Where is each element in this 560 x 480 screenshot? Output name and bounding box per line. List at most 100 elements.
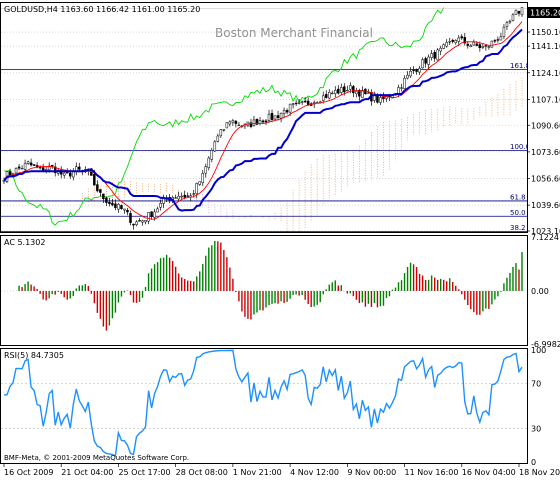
candle-body [249,122,253,127]
candle-body [204,166,208,174]
candle-body [291,103,295,105]
rsi-axis-label: 0 [531,458,536,467]
candle-body [225,122,229,129]
candle-body [23,163,27,170]
rsi-plot [1,349,527,457]
candle-body [448,41,451,43]
candle-body [96,184,99,192]
rsi-line [4,349,523,457]
candle-body [493,40,497,42]
candle-body [264,120,268,123]
candle-body [403,78,406,89]
rsi-header: RSI(5) 84.7305 [4,351,64,360]
candle-body [234,120,238,124]
candle-body [463,37,467,44]
lagging-span-line [3,7,445,226]
candle-body [288,103,292,113]
kijun-line [3,28,523,212]
candle-body [343,86,346,93]
candle-body [505,22,509,27]
candle-body [481,46,485,48]
time-axis-label: 9 Nov 00:00 [347,468,396,477]
candle-body [26,161,30,164]
rsi-axis-label: 70 [531,380,541,389]
candle-body [409,71,412,77]
candle-body [433,51,436,59]
candle-body [282,110,286,114]
candle-body [78,166,81,170]
candle-body [334,90,337,94]
candle-body [153,211,156,218]
candle-body [442,44,445,49]
candle-body [276,115,280,118]
candle-body [267,113,271,121]
candle-body [340,87,343,93]
candle-body [62,172,66,176]
fib-level-label: 61.8 [510,193,526,201]
candle-body [457,37,461,42]
price-axis-label: 1090.60 [531,121,560,130]
candle-body [222,129,226,131]
ac-header: AC 5.1302 [4,238,45,247]
price-axis-label: 1056.60 [531,175,560,184]
time-axis-label: 16 Oct 2009 [4,468,53,477]
time-axis-label: 11 Nov 16:00 [405,468,459,477]
candle-body [511,14,515,21]
candle-body [138,220,141,222]
candle-body [490,40,494,48]
candle-body [129,213,132,223]
candle-body [331,92,334,95]
price-axis-label: 1150.10 [531,28,560,37]
candle-body [376,95,379,103]
fib-level-label: 161.8 [510,62,530,70]
candle-body [346,89,349,92]
candle-body [517,11,521,14]
candle-body [297,102,301,104]
candle-body [484,45,488,47]
candle-body [300,101,304,103]
candle-body [186,195,189,197]
candle-body [93,173,96,186]
price-axis-label: 1023.10 [531,227,560,236]
candle-body [261,120,265,123]
candle-body [424,58,427,64]
candle-body [69,172,72,177]
candle-body [460,36,464,39]
candle-body [237,124,241,127]
ac-axis-label: 7.1224 [531,233,559,242]
candle-body [496,39,500,41]
candle-body [117,203,120,210]
candle-body [17,166,21,169]
candle-body [123,208,126,211]
candle-body [105,197,108,203]
candle-body [445,42,448,47]
ac-axis-label: 0.00 [531,287,549,296]
candle-body [373,95,376,101]
candle-body [213,141,217,152]
ac-plot [1,240,527,331]
candle-body [520,7,524,16]
candle-body [321,95,325,101]
candle-body [219,129,223,137]
main-chart-header: GOLDUSD,H4 1163.60 1166.42 1161.00 1165.… [4,5,200,14]
price-axis-label: 1073.60 [531,148,560,157]
candle-body [210,150,214,160]
candle-body [108,201,111,205]
candle-body [454,40,457,43]
candle-body [475,43,479,46]
candle-body [421,59,424,69]
rsi-indicator-panel[interactable] [0,348,528,464]
candle-body [294,102,298,105]
price-axis-label: 1124.10 [531,69,560,78]
candle-body [53,166,57,174]
candle-body [29,162,33,166]
candle-body [177,195,180,200]
candle-body [99,189,102,193]
candle-body [418,68,421,73]
candle-body [324,94,328,98]
candle-body [72,171,75,178]
candle-body [379,97,382,103]
price-plot: Boston Merchant Financial 161.8 100.0 61.8… [1,7,530,232]
candle-body [508,20,512,23]
